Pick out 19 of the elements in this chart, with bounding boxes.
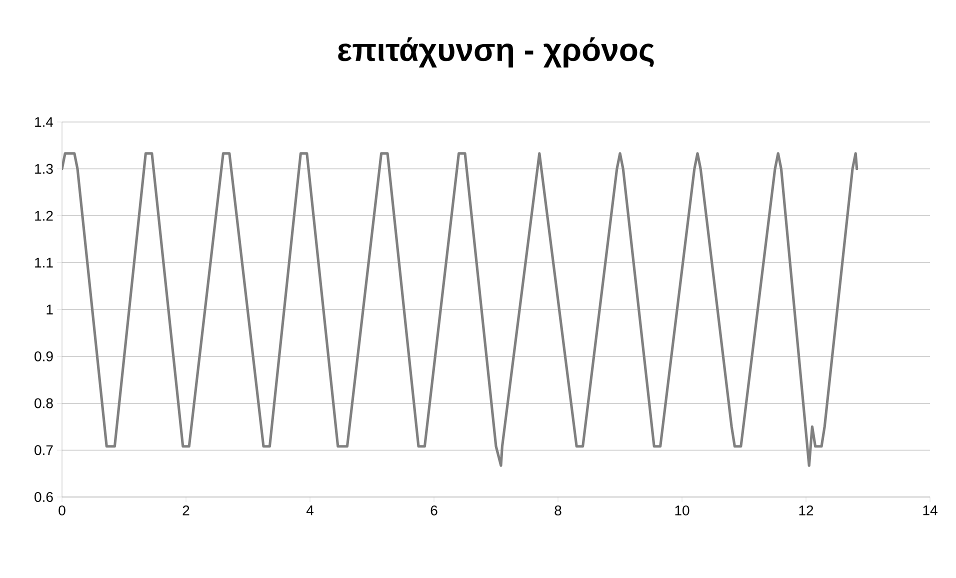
y-tick-label: 1.4 [35, 117, 54, 127]
y-tick-label: 1.1 [35, 258, 53, 268]
x-tick-label: 8 [554, 506, 562, 516]
x-tick-label: 14 [923, 506, 938, 516]
y-tick-label: 1 [46, 304, 53, 314]
y-tick-label: 0.6 [34, 492, 53, 502]
y-tick-label: 1.3 [35, 164, 53, 174]
x-tick-label: 0 [58, 506, 66, 516]
x-tick-label: 4 [306, 506, 314, 516]
x-tick-label: 6 [430, 506, 438, 516]
chart-title: επιτάχυνση - χρόνος [338, 37, 654, 68]
x-tick-label: 12 [799, 506, 814, 516]
y-tick-label: 1.2 [35, 210, 53, 221]
x-tick-label: 10 [675, 506, 690, 516]
x-tick-label: 2 [182, 506, 190, 516]
y-tick-label: 0.7 [34, 445, 53, 456]
y-tick-label: 0.9 [34, 351, 53, 362]
y-tick-label: 0.8 [34, 398, 53, 408]
line-series [62, 152, 858, 467]
